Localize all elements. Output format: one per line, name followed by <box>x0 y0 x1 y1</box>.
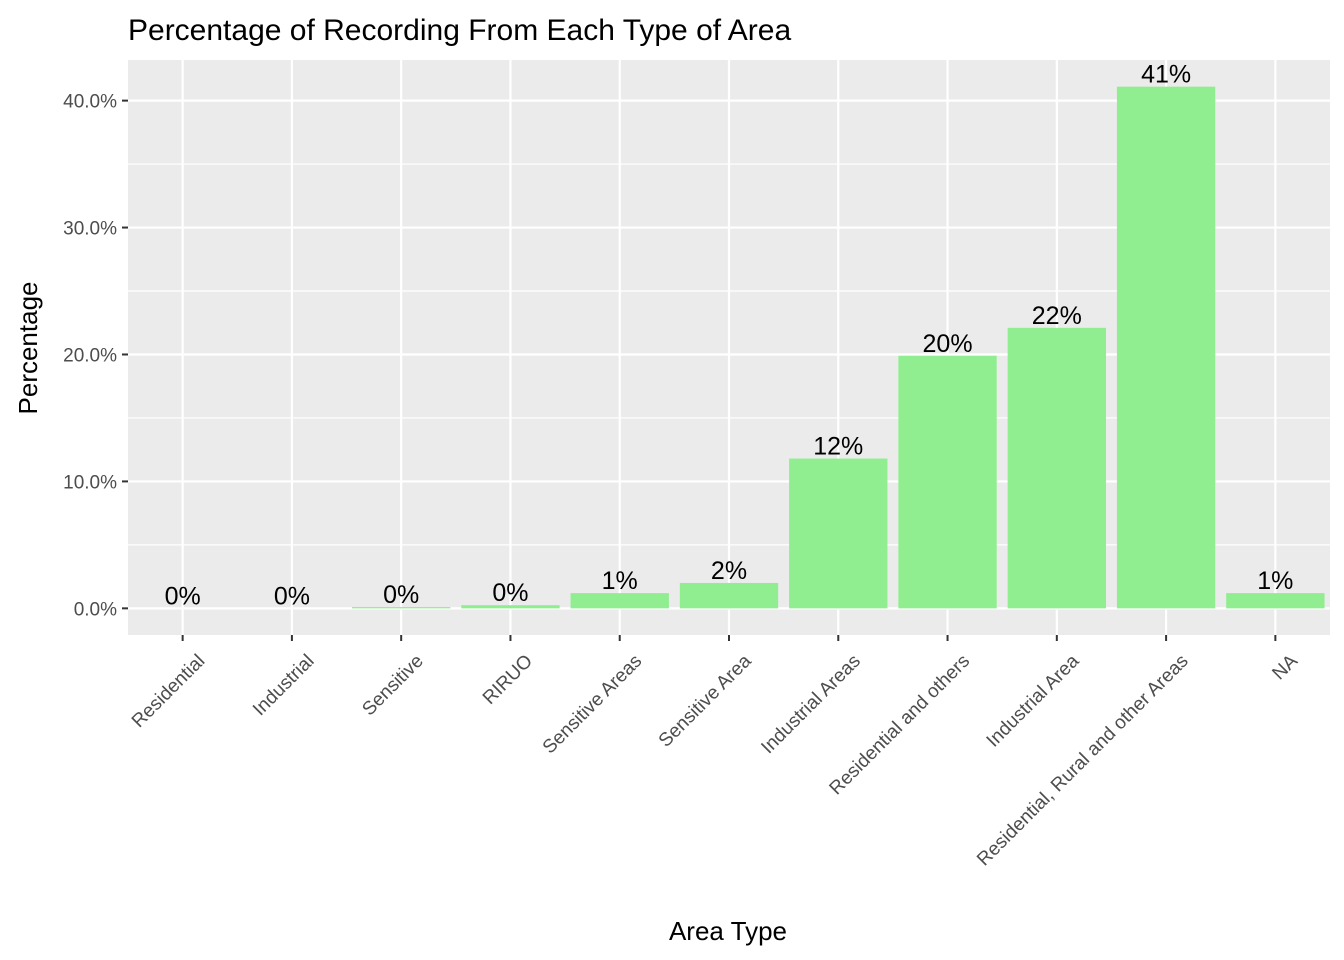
bar <box>1226 593 1325 609</box>
data-labels: 0% 0% 0% 0% 1% 2% 12% 20% 22% 41% 1% <box>165 61 1294 611</box>
y-tick-label: 30.0% <box>63 219 117 240</box>
y-tick-label: 0.0% <box>74 599 117 620</box>
x-axis: Residential Industrial Sensitive RIRUO Sensi… <box>128 635 1302 870</box>
bars <box>133 86 1325 609</box>
data-label: 1% <box>602 567 638 595</box>
data-label: 12% <box>813 433 863 461</box>
bar <box>789 458 888 609</box>
x-tick-label: Sensitive Area <box>655 650 756 751</box>
data-label: 0% <box>492 579 528 607</box>
x-tick-label: Sensitive <box>358 651 427 720</box>
bar <box>570 593 669 609</box>
x-tick-label: Sensitive Areas <box>539 651 646 758</box>
x-tick-label: RIRUO <box>479 651 537 709</box>
data-label: 2% <box>711 557 747 585</box>
bar <box>898 355 997 609</box>
bar <box>352 607 451 609</box>
x-axis-title: Area Type <box>669 916 787 946</box>
chart-title: Percentage of Recording From Each Type o… <box>128 14 791 47</box>
y-tick-label: 10.0% <box>63 472 117 493</box>
bar <box>1007 327 1106 609</box>
data-label: 0% <box>383 581 419 609</box>
data-label: 1% <box>1257 567 1293 595</box>
y-axis-title: Percentage <box>13 282 43 415</box>
x-tick-label: Residential <box>128 651 209 732</box>
x-tick-label: Industrial <box>249 651 318 720</box>
data-label: 22% <box>1032 302 1082 330</box>
bar <box>679 582 779 609</box>
data-label: 41% <box>1141 61 1191 89</box>
data-label: 20% <box>923 330 973 358</box>
bar <box>1116 86 1216 609</box>
data-label: 0% <box>274 582 310 610</box>
x-tick-label: Industrial Area <box>983 650 1084 751</box>
y-axis: 0.0% 10.0% 20.0% 30.0% 40.0% <box>63 92 128 620</box>
x-tick-label: NA <box>1268 651 1302 685</box>
data-label: 0% <box>165 582 201 610</box>
y-tick-label: 20.0% <box>63 345 117 366</box>
x-tick-label: Industrial Areas <box>757 651 864 758</box>
bar <box>461 605 560 609</box>
x-tick-label: Residential, Rural and other Areas <box>973 651 1192 870</box>
y-tick-label: 40.0% <box>63 92 117 113</box>
